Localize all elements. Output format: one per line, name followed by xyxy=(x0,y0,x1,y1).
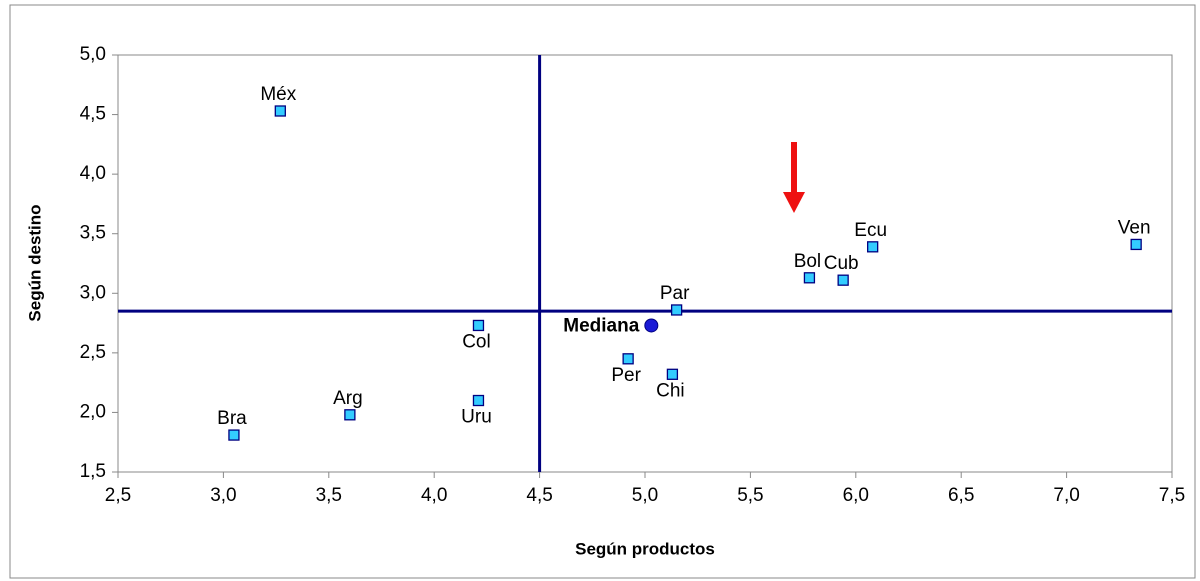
point xyxy=(344,409,356,421)
point-label: Par xyxy=(660,283,690,304)
point-label: Ven xyxy=(1118,217,1151,238)
y-tick-label: 2,0 xyxy=(80,401,106,422)
y-tick-label: 4,0 xyxy=(80,163,106,184)
point-label: Méx xyxy=(260,84,296,105)
red-arrow xyxy=(783,142,805,213)
y-tick-label: 1,5 xyxy=(80,461,106,482)
x-tick-label: 7,5 xyxy=(1159,485,1185,506)
point xyxy=(867,241,879,253)
y-tick-label: 3,0 xyxy=(80,282,106,303)
x-axis-title: Según productos xyxy=(575,539,715,558)
point-label: Ecu xyxy=(854,220,887,241)
x-tick-label: 5,5 xyxy=(737,485,763,506)
median-label: Mediana xyxy=(563,315,639,336)
y-tick-label: 4,5 xyxy=(80,104,106,125)
point-label: Bra xyxy=(217,408,247,429)
point xyxy=(1130,238,1142,251)
point xyxy=(472,394,485,407)
point xyxy=(803,272,816,284)
point-label: Uru xyxy=(461,407,492,428)
x-tick-label: 3,0 xyxy=(210,485,236,506)
y-tick-label: 3,5 xyxy=(80,223,106,244)
x-tick-label: 4,0 xyxy=(421,485,447,506)
x-tick-label: 4,5 xyxy=(526,485,552,506)
x-tick-label: 6,0 xyxy=(843,485,869,506)
median-point xyxy=(644,318,659,333)
point xyxy=(622,353,634,365)
point xyxy=(228,429,240,441)
x-tick-label: 7,0 xyxy=(1053,485,1079,506)
point-label: Arg xyxy=(333,388,363,409)
x-tick-label: 3,5 xyxy=(316,485,342,506)
x-tick-label: 2,5 xyxy=(105,485,131,506)
point xyxy=(666,368,679,380)
point xyxy=(472,319,485,332)
y-tick-label: 2,5 xyxy=(80,342,106,363)
y-tick-label: 5,0 xyxy=(80,44,106,65)
point xyxy=(670,304,683,316)
point xyxy=(837,274,849,286)
point-label: Cub xyxy=(824,253,859,274)
plot-area xyxy=(117,54,1173,473)
point-label: Col xyxy=(462,331,491,352)
point xyxy=(274,105,286,117)
x-tick-label: 6,5 xyxy=(948,485,974,506)
point-label: Chi xyxy=(656,380,685,401)
y-axis-title: Según destino xyxy=(25,204,44,321)
x-tick-label: 5,0 xyxy=(632,485,658,506)
point-label: Bol xyxy=(794,251,821,272)
point-label: Per xyxy=(611,365,641,386)
